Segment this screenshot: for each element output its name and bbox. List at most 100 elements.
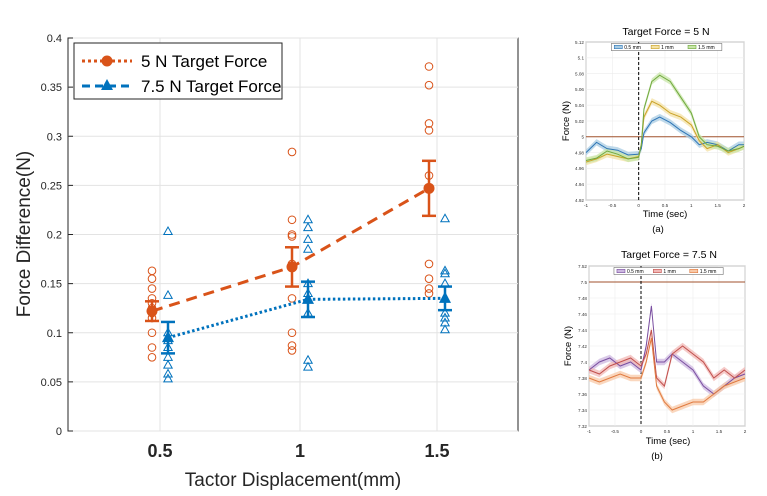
legend-5n-label: 5 N Target Force xyxy=(141,52,267,71)
main-individual-point xyxy=(424,259,434,269)
main-individual-point xyxy=(439,265,451,275)
legend-7-5n-label: 7.5 N Target Force xyxy=(141,77,281,96)
inset-x-tick-label: -1 xyxy=(587,429,592,434)
inset-y-tick-label: 7.46 xyxy=(578,312,587,317)
inset-x-tick-label: 0.5 xyxy=(662,203,669,208)
inset-a-legend: 0.5 mm 1 mm 1.5 mm xyxy=(611,43,723,51)
inset-series-line xyxy=(585,100,745,163)
inset-legend-label: 1.5 mm xyxy=(700,269,717,275)
inset-y-tick-label: 5.12 xyxy=(575,40,584,45)
main-individual-point xyxy=(424,80,434,90)
main-legend: 5 N Target Force 7.5 N Target Force xyxy=(73,42,283,100)
inset-x-tick-label: 0.5 xyxy=(664,429,671,434)
main-y-tick-label: 0 xyxy=(56,426,62,438)
inset-a-title: Target Force = 5 N xyxy=(622,26,709,38)
inset-y-tick-label: 7.44 xyxy=(578,328,587,333)
main-mean-marker xyxy=(146,305,158,317)
inset-y-tick-label: 5.08 xyxy=(575,71,584,76)
inset-series-line xyxy=(585,74,745,161)
main-mean-marker xyxy=(162,330,174,343)
main-individual-point xyxy=(302,361,314,371)
inset-y-tick-label: 7.36 xyxy=(578,392,587,397)
inset-x-tick-label: -0.5 xyxy=(608,203,616,208)
main-mean-marker xyxy=(439,291,451,303)
inset-legend-swatch xyxy=(616,268,626,273)
main-individual-point xyxy=(162,359,174,369)
main-x-tick-label: 1.5 xyxy=(424,441,449,461)
main-x-ticks: 0.5 1 1.5 xyxy=(147,441,449,461)
main-individual-point xyxy=(424,62,434,71)
inset-legend-swatch xyxy=(650,44,660,49)
inset-x-tick-label: -0.5 xyxy=(611,429,619,434)
inset-series-line xyxy=(588,329,746,387)
main-x-tick-label: 1 xyxy=(295,441,305,461)
main-y-ticks: 0 0.05 0.1 0.15 0.2 0.25 0.3 0.35 0.4 xyxy=(41,33,73,438)
main-individual-point xyxy=(147,284,157,293)
inset-x-tick-label: -1 xyxy=(584,203,589,208)
main-individual-point xyxy=(147,274,157,284)
main-individual-point xyxy=(439,268,451,278)
main-individual-point xyxy=(439,213,451,223)
main-individual-point xyxy=(147,328,157,338)
main-individual-point xyxy=(439,312,451,322)
main-chart: 0 0.05 0.1 0.15 0.2 0.25 0.3 0.35 0.4 0.5 1 1.5 Ta… xyxy=(14,33,519,491)
main-individual-point xyxy=(147,343,157,352)
inset-x-tick-label: 2 xyxy=(744,429,747,434)
inset-legend-swatch xyxy=(689,268,699,273)
inset-y-tick-label: 5.04 xyxy=(575,103,584,108)
inset-legend-label: 0.5 mm xyxy=(627,269,644,275)
inset-legend-label: 1.5 mm xyxy=(698,45,715,51)
main-x-tick-label: 0.5 xyxy=(147,441,172,461)
inset-x-tick-label: 2 xyxy=(743,203,746,208)
main-individual-point xyxy=(287,232,297,241)
inset-b-x-label: Time (sec) xyxy=(646,436,691,447)
inset-legend-label: 1 mm xyxy=(661,45,674,51)
inset-legend-swatch xyxy=(653,268,662,273)
inset-a-x-label: Time (sec) xyxy=(643,209,688,220)
inset-a-ticks: 5.12 5.1 5.08 5.06 5.04 5.02 5 4.98 4.96 4.94 4.92… xyxy=(575,40,746,208)
main-y-tick-label: 0.05 xyxy=(41,377,62,389)
inset-y-tick-label: 7.32 xyxy=(578,424,587,429)
main-individual-point xyxy=(162,226,174,236)
inset-a-caption: (a) xyxy=(652,224,664,235)
main-individual-point xyxy=(424,126,434,135)
main-grid xyxy=(68,37,518,432)
inset-a-lines xyxy=(585,74,745,163)
inset-x-tick-label: 0 xyxy=(637,203,640,208)
inset-band xyxy=(586,72,744,164)
main-individual-point xyxy=(287,341,297,350)
legend-7-5n-marker xyxy=(101,79,113,90)
main-y-tick-label: 0.4 xyxy=(47,33,62,45)
main-y-tick-label: 0.15 xyxy=(41,279,62,291)
main-individual-point xyxy=(162,373,174,383)
inset-a-bands xyxy=(586,72,744,166)
legend-5n-marker xyxy=(101,55,113,67)
main-individual-point xyxy=(424,274,434,284)
inset-y-tick-label: 7.42 xyxy=(578,344,587,349)
inset-y-tick-label: 4.96 xyxy=(575,166,584,171)
inset-y-tick-label: 5.06 xyxy=(575,87,584,92)
inset-y-tick-label: 7.4 xyxy=(581,360,588,365)
inset-b-y-label: Force (N) xyxy=(563,326,574,366)
inset-y-tick-label: 4.98 xyxy=(575,150,584,155)
inset-y-tick-label: 7.48 xyxy=(578,296,587,301)
inset-legend-box xyxy=(613,267,724,275)
main-individual-point xyxy=(287,215,297,225)
inset-b-legend: 0.5 mm 1 mm 1.5 mm xyxy=(613,267,724,275)
main-individual-point xyxy=(302,222,314,232)
inset-y-tick-label: 4.92 xyxy=(575,198,584,203)
main-y-tick-label: 0.35 xyxy=(41,82,62,94)
main-y-tick-label: 0.3 xyxy=(47,131,62,143)
main-mean-marker xyxy=(286,261,298,273)
main-individual-point xyxy=(302,243,314,253)
main-individual-point xyxy=(147,353,157,362)
inset-b-ticks: 7.52 7.5 7.48 7.46 7.44 7.42 7.4 7.38 7.36 7.34 7.… xyxy=(578,264,747,434)
inset-b-caption: (b) xyxy=(651,451,663,462)
main-y-tick-label: 0.2 xyxy=(47,230,62,242)
inset-y-tick-label: 7.52 xyxy=(578,264,587,269)
inset-y-tick-label: 7.5 xyxy=(581,280,588,285)
main-individual-point xyxy=(439,324,451,334)
inset-x-tick-label: 1 xyxy=(690,203,693,208)
main-mean-lines xyxy=(145,159,452,355)
inset-legend-box xyxy=(611,43,723,51)
